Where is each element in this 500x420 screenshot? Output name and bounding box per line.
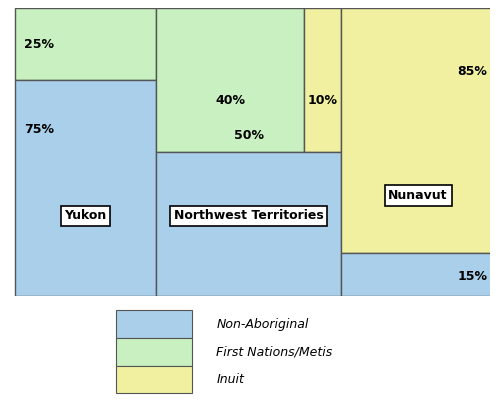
Bar — [341, 253, 495, 297]
Text: Nunavut: Nunavut — [388, 189, 448, 202]
Text: 10%: 10% — [308, 94, 338, 107]
Bar — [156, 8, 304, 152]
Text: First Nations/Metis: First Nations/Metis — [216, 345, 332, 358]
Text: 50%: 50% — [234, 129, 264, 142]
Text: 75%: 75% — [24, 123, 54, 136]
Bar — [156, 152, 341, 297]
Text: Yukon: Yukon — [64, 209, 106, 222]
Text: 40%: 40% — [216, 94, 246, 107]
Bar — [15, 8, 157, 80]
Bar — [116, 338, 192, 365]
Bar — [15, 80, 157, 297]
Bar — [116, 365, 192, 393]
Text: 85%: 85% — [458, 65, 488, 78]
Bar — [116, 310, 192, 338]
Bar — [341, 8, 495, 253]
Text: Inuit: Inuit — [216, 373, 244, 386]
Text: Northwest Territories: Northwest Territories — [174, 209, 324, 222]
Text: Non-Aboriginal: Non-Aboriginal — [216, 318, 309, 331]
Bar — [304, 8, 341, 152]
Text: 25%: 25% — [24, 38, 54, 51]
Text: 15%: 15% — [458, 270, 488, 283]
